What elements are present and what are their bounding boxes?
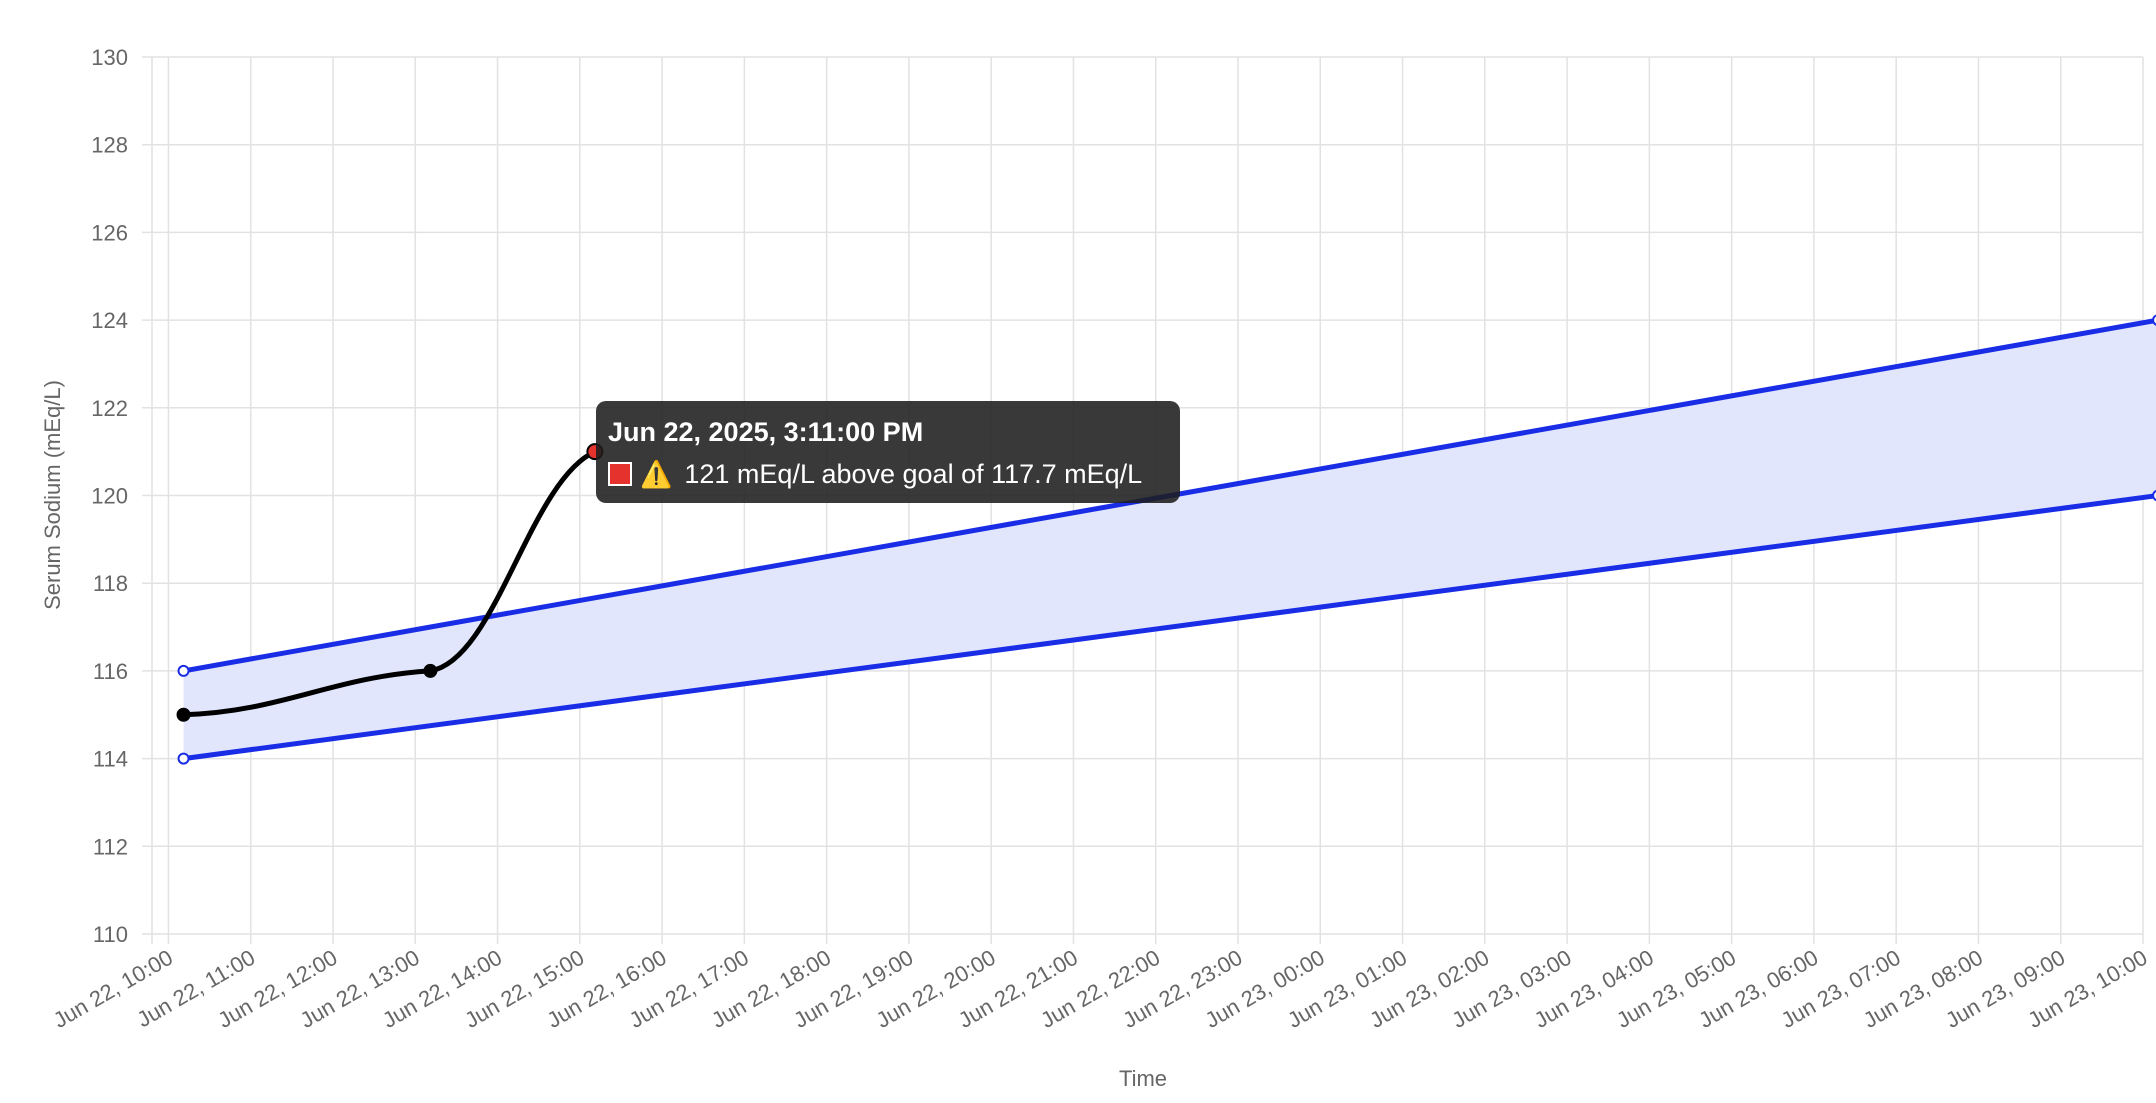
goal-range-fill (183, 320, 2156, 759)
y-tick-label: 126 (91, 220, 128, 245)
goal-range-band (183, 320, 2156, 759)
data-point (176, 707, 191, 722)
y-tick-label: 124 (91, 308, 128, 333)
y-tick-label: 116 (93, 659, 128, 684)
tooltip-text: 121 mEq/L above goal of 117.7 mEq/L (684, 459, 1143, 489)
y-tick-label: 130 (91, 45, 128, 70)
y-tick-label: 120 (91, 484, 128, 509)
y-tick-label: 118 (93, 571, 128, 596)
warning-icon: ⚠️ (640, 459, 673, 489)
y-tick-label: 122 (91, 396, 128, 421)
data-point (423, 663, 438, 678)
tooltip-title: Jun 22, 2025, 3:11:00 PM (608, 417, 924, 447)
goal-point (177, 752, 190, 765)
goal-point (2152, 314, 2156, 326)
y-tick-label: 128 (91, 133, 128, 158)
tooltip-color-swatch (608, 462, 632, 486)
lower-goal-line (183, 493, 2156, 762)
y-tick-label: 114 (93, 747, 128, 772)
y-axis-label: Serum Sodium (mEq/L) (40, 380, 65, 610)
y-tick-label: 110 (93, 922, 128, 947)
tooltip-body: ⚠️ 121 mEq/L above goal of 117.7 mEq/L (608, 457, 1168, 491)
goal-point (2152, 489, 2156, 502)
x-axis-label: Time (1119, 1066, 1167, 1091)
goal-point (177, 664, 190, 677)
data-point-tooltip: Jun 22, 2025, 3:11:00 PM ⚠️ 121 mEq/L ab… (596, 401, 1180, 503)
y-tick-label: 112 (93, 834, 128, 859)
